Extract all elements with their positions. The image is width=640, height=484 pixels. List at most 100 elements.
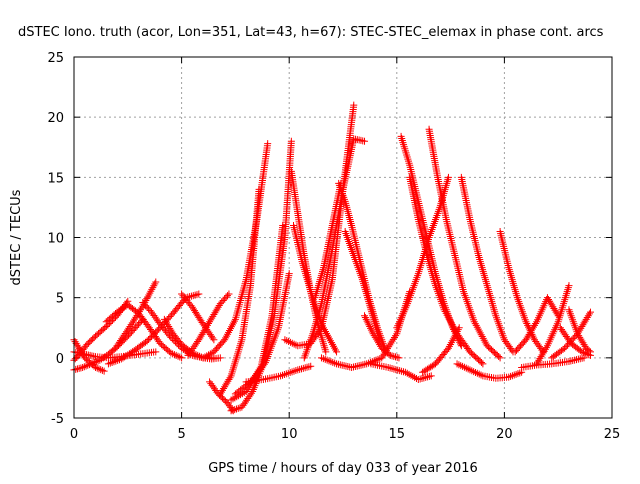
data-arc <box>227 137 295 415</box>
data-point <box>216 390 224 398</box>
data-arc <box>178 290 218 344</box>
data-point <box>575 332 583 340</box>
data-point <box>264 140 272 148</box>
data-point <box>74 343 82 351</box>
data-point <box>479 360 487 368</box>
data-point <box>299 364 307 372</box>
data-arc <box>231 270 293 398</box>
data-point <box>145 305 153 313</box>
data-point <box>209 312 217 320</box>
data-point <box>577 335 585 343</box>
data-point <box>115 338 123 346</box>
data-point <box>218 298 226 306</box>
data-point <box>522 318 530 326</box>
data-arc <box>199 140 272 362</box>
data-point <box>158 322 166 330</box>
data-point <box>122 328 130 336</box>
data-point <box>201 353 209 361</box>
data-point <box>368 328 376 336</box>
data-point <box>367 324 375 332</box>
data-point <box>113 342 121 350</box>
data-point <box>160 315 168 323</box>
data-point <box>367 326 375 334</box>
data-point <box>169 350 177 358</box>
data-point <box>585 347 593 355</box>
data-point <box>580 341 588 349</box>
data-point <box>477 359 485 367</box>
data-point <box>427 372 435 380</box>
data-point <box>93 364 101 372</box>
data-point <box>548 301 556 309</box>
data-point <box>117 306 125 314</box>
data-point <box>536 354 544 362</box>
data-point <box>211 309 219 317</box>
x-tick-label: 5 <box>177 427 185 442</box>
data-point <box>164 321 172 329</box>
data-point <box>224 377 232 385</box>
data-point <box>247 389 255 397</box>
data-point <box>580 319 588 327</box>
data-point <box>260 360 268 368</box>
data-point <box>390 365 398 373</box>
data-point <box>142 302 150 310</box>
data-point <box>118 335 126 343</box>
y-tick-label: 0 <box>56 352 64 367</box>
data-arc <box>565 306 594 356</box>
data-point <box>199 329 207 337</box>
data-point <box>165 314 173 322</box>
data-point <box>115 307 123 315</box>
data-point <box>98 366 106 374</box>
data-point <box>574 330 582 338</box>
data-point <box>205 351 212 359</box>
data-point <box>562 343 570 351</box>
data-point <box>133 322 141 330</box>
data-point <box>255 185 263 193</box>
y-axis-label: dSTEC / TECUs <box>9 189 24 285</box>
data-point <box>545 295 553 303</box>
data-point <box>145 336 153 344</box>
data-point <box>579 321 587 329</box>
data-point <box>242 388 250 396</box>
data-point <box>533 360 541 368</box>
data-point <box>87 360 95 368</box>
data-point <box>424 373 432 381</box>
data-point <box>135 320 143 328</box>
data-point <box>221 383 229 391</box>
data-point <box>89 359 97 367</box>
data-point <box>146 334 154 342</box>
data-arc <box>341 227 384 344</box>
data-point <box>220 385 228 393</box>
data-point <box>531 321 539 329</box>
data-point <box>170 351 178 359</box>
data-point <box>361 314 369 322</box>
data-point <box>178 354 186 362</box>
data-point <box>92 358 100 366</box>
data-point <box>147 333 155 341</box>
data-point <box>425 372 433 380</box>
data-point <box>418 374 426 382</box>
data-point <box>222 381 230 389</box>
data-point <box>231 406 239 414</box>
data-point <box>217 388 225 396</box>
data-point <box>523 334 531 342</box>
data-point <box>153 327 161 335</box>
chart-title: dSTEC Iono. truth (acor, Lon=351, Lat=43… <box>18 25 604 40</box>
data-point <box>234 404 242 412</box>
data-point <box>223 379 231 387</box>
data-point <box>322 348 330 356</box>
data-point <box>191 291 199 299</box>
data-arc <box>419 324 463 376</box>
data-point <box>140 300 148 308</box>
data-arc <box>453 360 526 382</box>
data-point <box>203 321 211 329</box>
x-tick-label: 25 <box>604 427 621 442</box>
data-point <box>132 323 140 331</box>
data-point <box>79 363 87 371</box>
data-point <box>362 315 370 323</box>
data-point <box>301 364 309 372</box>
data-arc <box>70 315 147 374</box>
data-point <box>196 352 204 360</box>
data-point <box>350 101 358 109</box>
data-point <box>124 326 132 334</box>
